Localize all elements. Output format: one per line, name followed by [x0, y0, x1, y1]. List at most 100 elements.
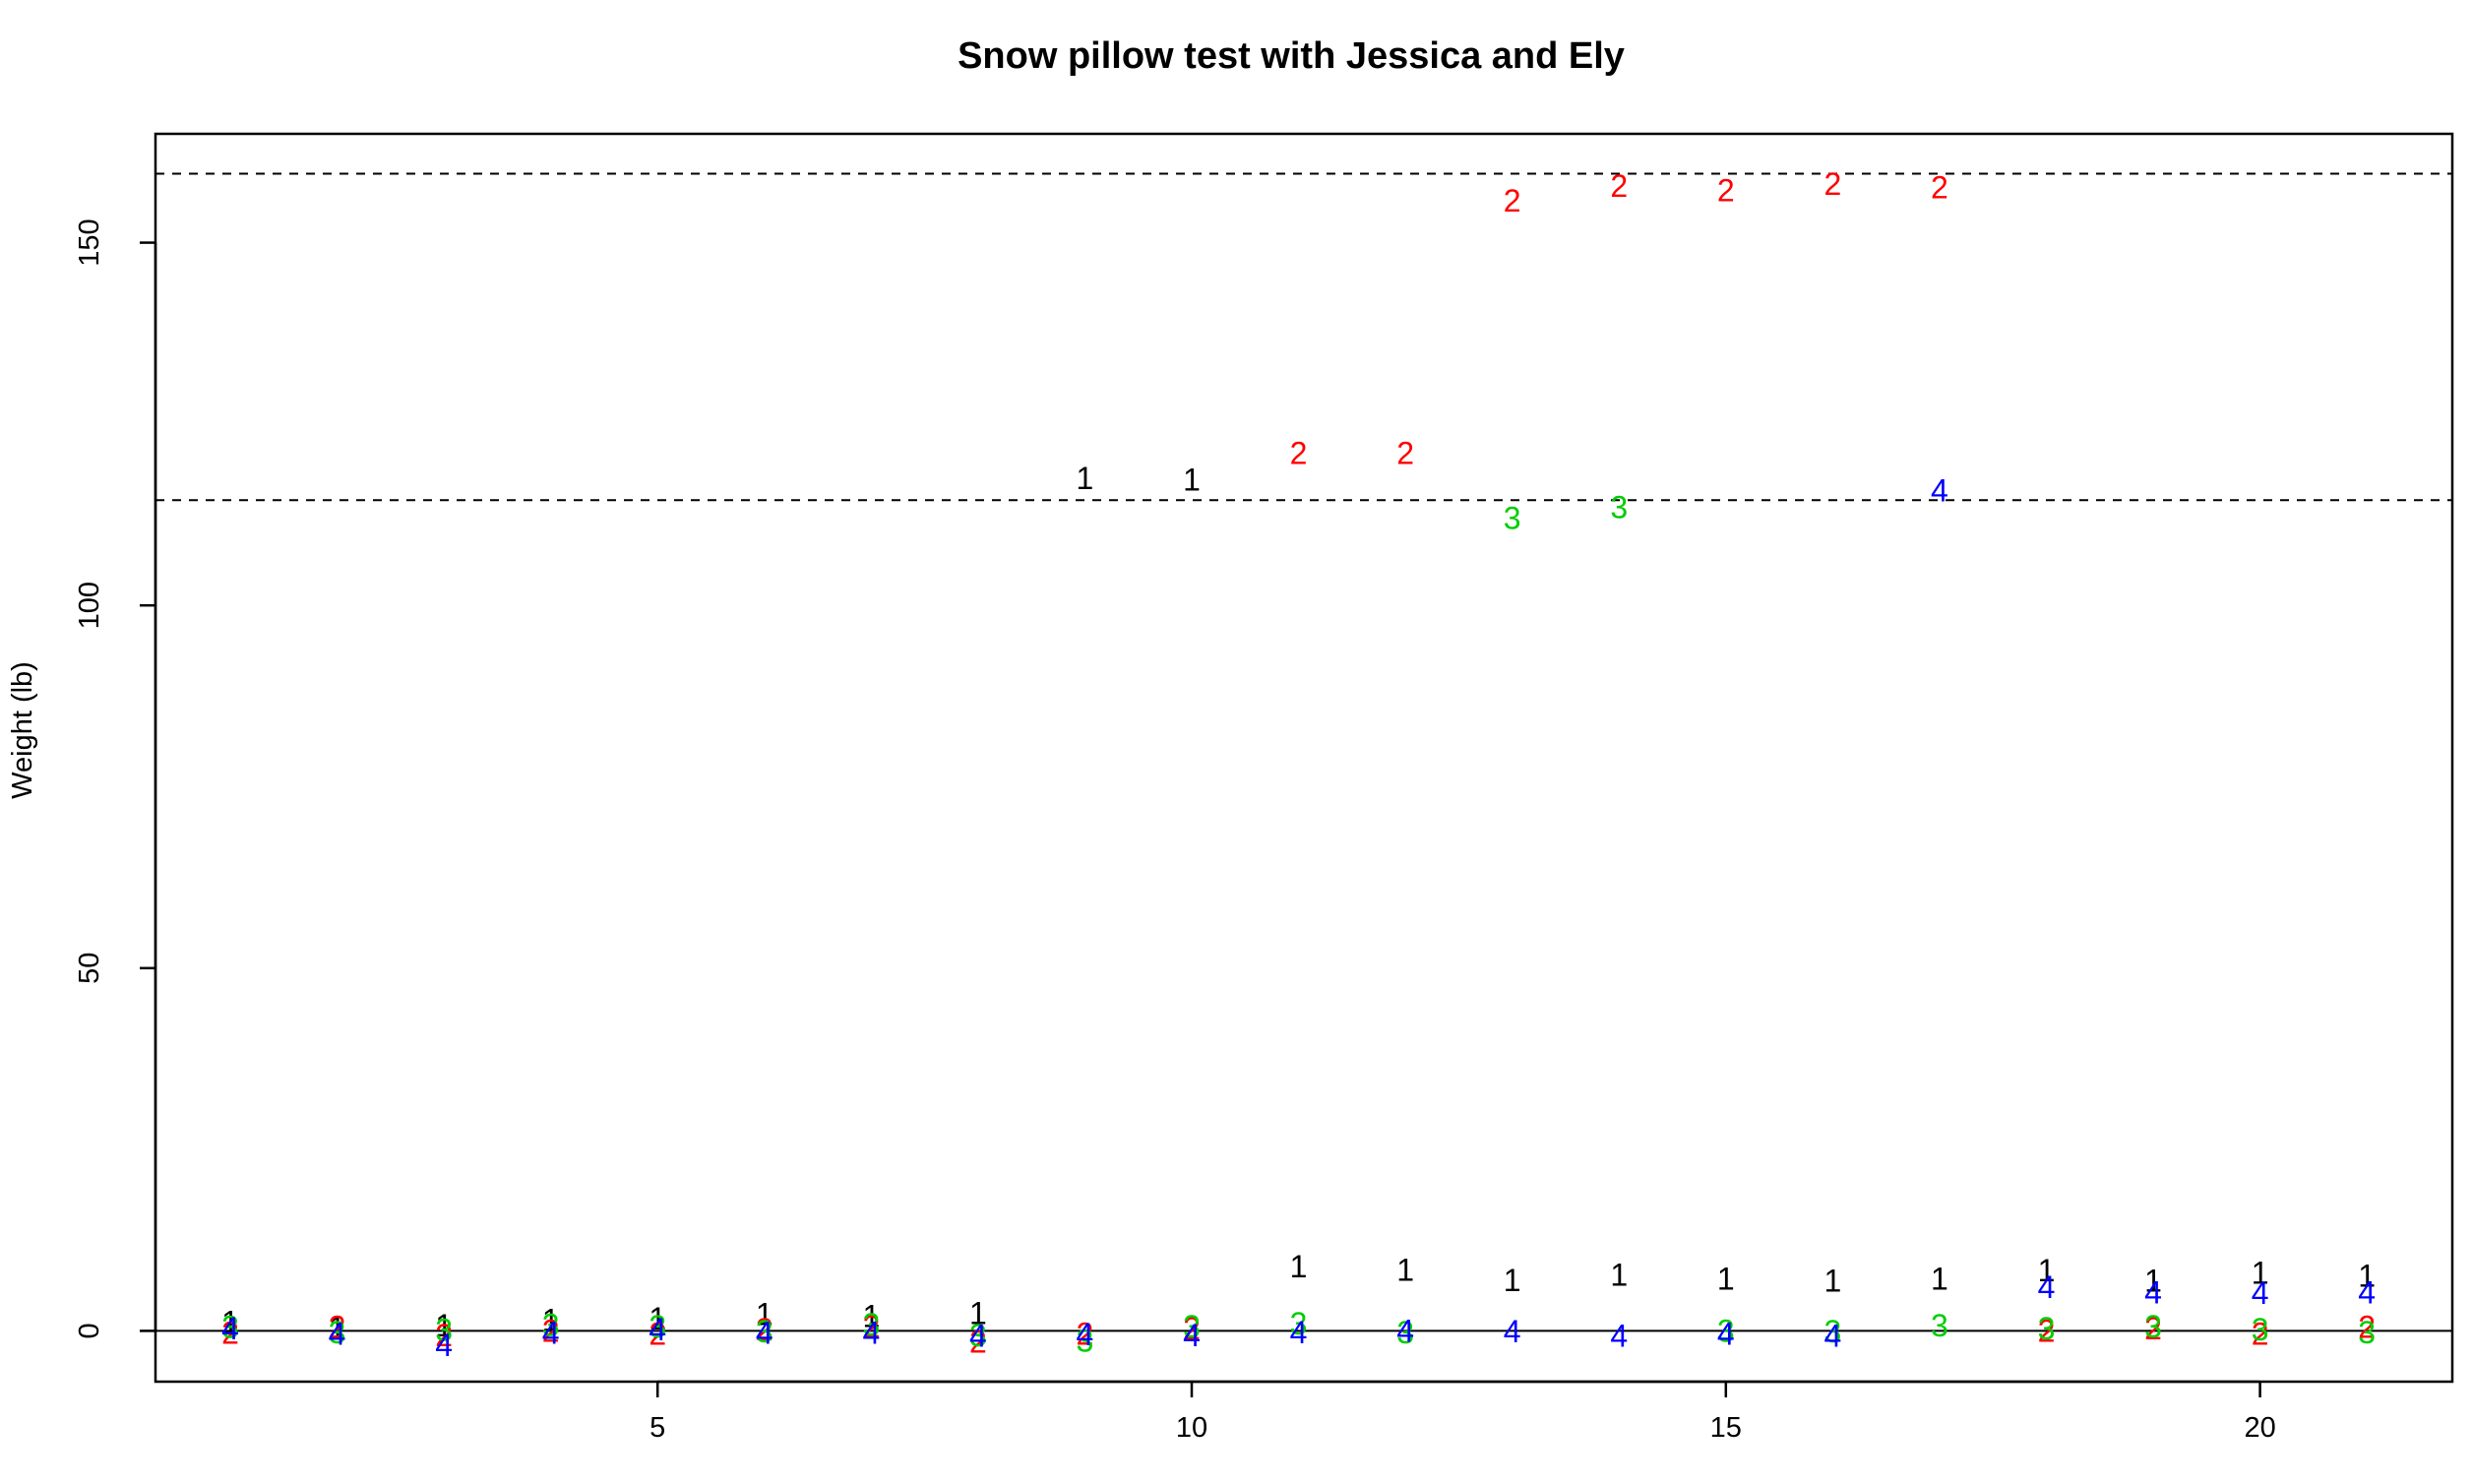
data-point-series-2: 2: [435, 1318, 453, 1353]
data-point-series-2: 2: [756, 1312, 773, 1347]
data-point-series-4: 4: [1717, 1316, 1735, 1351]
data-point-series-3: 3: [1290, 1306, 1308, 1341]
data-point-series-2: 2: [862, 1309, 880, 1344]
data-point-series-3: 3: [1610, 490, 1628, 526]
data-point-series-1: 1: [329, 1310, 346, 1345]
data-point-series-4: 4: [1396, 1313, 1414, 1348]
data-point-series-1: 1: [1396, 1252, 1414, 1287]
data-point-series-2: 2: [2252, 1316, 2269, 1351]
data-point-series-4: 4: [1077, 1317, 1094, 1352]
data-point-series-1: 1: [2144, 1264, 2162, 1299]
x-tick-label: 5: [649, 1412, 665, 1444]
data-point-series-4: 4: [2358, 1274, 2376, 1310]
data-point-series-2: 2: [1823, 166, 1841, 202]
data-point-series-4: 4: [221, 1311, 239, 1346]
data-point-series-4: 4: [435, 1328, 453, 1363]
data-point-series-4: 4: [2144, 1274, 2162, 1310]
data-point-series-1: 1: [1077, 461, 1094, 496]
data-point-series-2: 2: [1717, 173, 1735, 209]
data-point-series-4: 4: [969, 1319, 987, 1354]
data-point-series-1: 1: [542, 1302, 560, 1337]
data-point-series-3: 3: [329, 1315, 346, 1350]
data-point-series-3: 3: [2038, 1311, 2056, 1346]
data-point-series-1: 1: [1183, 463, 1201, 498]
x-axis: 5 10 15 20: [649, 1380, 2276, 1444]
data-point-series-3: 3: [756, 1314, 773, 1349]
data-point-series-1: 1: [756, 1296, 773, 1331]
data-point-series-3: 3: [1077, 1324, 1094, 1359]
data-point-series-4: 4: [1290, 1315, 1308, 1350]
data-point-series-3: 3: [435, 1313, 453, 1348]
data-point-series-2: 2: [1504, 183, 1521, 218]
data-point-series-1: 1: [2252, 1255, 2269, 1290]
data-points: 1 1 1 1 1 1 1 11 11 1 1 1 1 1 1 1 1 1 12 2 2 2 2 2 2 2 2 22 22 2 2 2 22 2…: [221, 166, 2376, 1363]
data-point-series-4: 4: [756, 1316, 773, 1351]
data-point-series-2: 2: [2358, 1310, 2376, 1345]
data-point-series-3: 3: [542, 1307, 560, 1342]
data-point-series-3: 3: [2252, 1312, 2269, 1347]
data-point-series-4: 4: [862, 1316, 880, 1351]
data-point-series-4: 4: [1504, 1314, 1521, 1349]
data-point-series-3: 3: [1183, 1309, 1201, 1344]
plot-area-frame: [154, 132, 2454, 1384]
data-point-series-4: 4: [2252, 1275, 2269, 1311]
data-point-series-4: 4: [542, 1316, 560, 1351]
y-tick-label: 0: [74, 1323, 105, 1338]
data-point-series-4: 4: [1183, 1318, 1201, 1353]
data-point-series-1: 1: [1504, 1263, 1521, 1298]
data-point-series-1: 1: [435, 1308, 453, 1343]
data-point-series-1: 1: [2038, 1253, 2056, 1288]
chart-title: Snow pillow test with Jessica and Ely: [958, 35, 1625, 77]
data-point-series-1: 1: [1610, 1258, 1628, 1293]
data-point-series-1: 1: [649, 1301, 666, 1336]
x-tick-label: 20: [2244, 1412, 2275, 1444]
y-tick-label: 150: [74, 218, 105, 266]
data-point-series-4: 4: [1610, 1319, 1628, 1354]
data-point-series-3: 3: [221, 1310, 239, 1345]
data-point-series-3: 3: [1504, 501, 1521, 536]
data-point-series-2: 2: [1610, 168, 1628, 204]
data-point-series-3: 3: [1396, 1315, 1414, 1350]
data-point-series-3: 3: [969, 1318, 987, 1353]
data-point-series-2: 2: [1396, 435, 1414, 470]
y-axis: 0 50 100 150: [74, 218, 157, 1338]
data-point-series-4: 4: [649, 1312, 666, 1347]
data-point-series-3: 3: [1717, 1313, 1735, 1348]
data-point-series-3: 3: [2358, 1315, 2376, 1350]
data-point-series-3: 3: [862, 1307, 880, 1342]
data-point-series-4: 4: [329, 1316, 346, 1351]
data-point-series-2: 2: [1290, 435, 1308, 470]
data-point-series-4: 4: [1823, 1319, 1841, 1354]
data-point-series-1: 1: [221, 1305, 239, 1340]
data-point-series-3: 3: [1931, 1308, 1948, 1343]
data-point-series-2: 2: [649, 1316, 666, 1351]
data-point-series-1: 1: [969, 1296, 987, 1331]
y-tick-label: 50: [74, 953, 105, 984]
data-point-series-2: 2: [2038, 1313, 2056, 1348]
data-point-series-1: 1: [1823, 1264, 1841, 1299]
data-point-series-3: 3: [649, 1309, 666, 1344]
data-point-series-1: 1: [1290, 1249, 1308, 1284]
data-point-series-3: 3: [1823, 1314, 1841, 1349]
data-point-series-2: 2: [542, 1313, 560, 1348]
data-point-series-4: 4: [1931, 473, 1948, 509]
data-point-series-2: 2: [1931, 170, 1948, 206]
data-point-series-4: 4: [2038, 1269, 2056, 1305]
x-tick-label: 10: [1176, 1412, 1207, 1444]
data-point-series-2: 2: [1077, 1316, 1094, 1351]
data-point-series-1: 1: [1717, 1261, 1735, 1296]
data-point-series-1: 1: [2358, 1258, 2376, 1293]
data-point-series-2: 2: [2144, 1311, 2162, 1346]
data-point-series-3: 3: [2144, 1309, 2162, 1344]
y-tick-label: 100: [74, 582, 105, 629]
reference-lines: [155, 172, 2452, 1332]
x-tick-label: 15: [1710, 1412, 1742, 1444]
data-point-series-1: 1: [862, 1299, 880, 1334]
data-point-series-2: 2: [1183, 1311, 1201, 1346]
data-point-series-1: 1: [1931, 1261, 1948, 1296]
data-point-series-2: 2: [969, 1324, 987, 1359]
y-axis-label: Weight (lb): [7, 661, 38, 799]
data-point-series-2: 2: [221, 1316, 239, 1351]
data-point-series-2: 2: [329, 1310, 346, 1345]
